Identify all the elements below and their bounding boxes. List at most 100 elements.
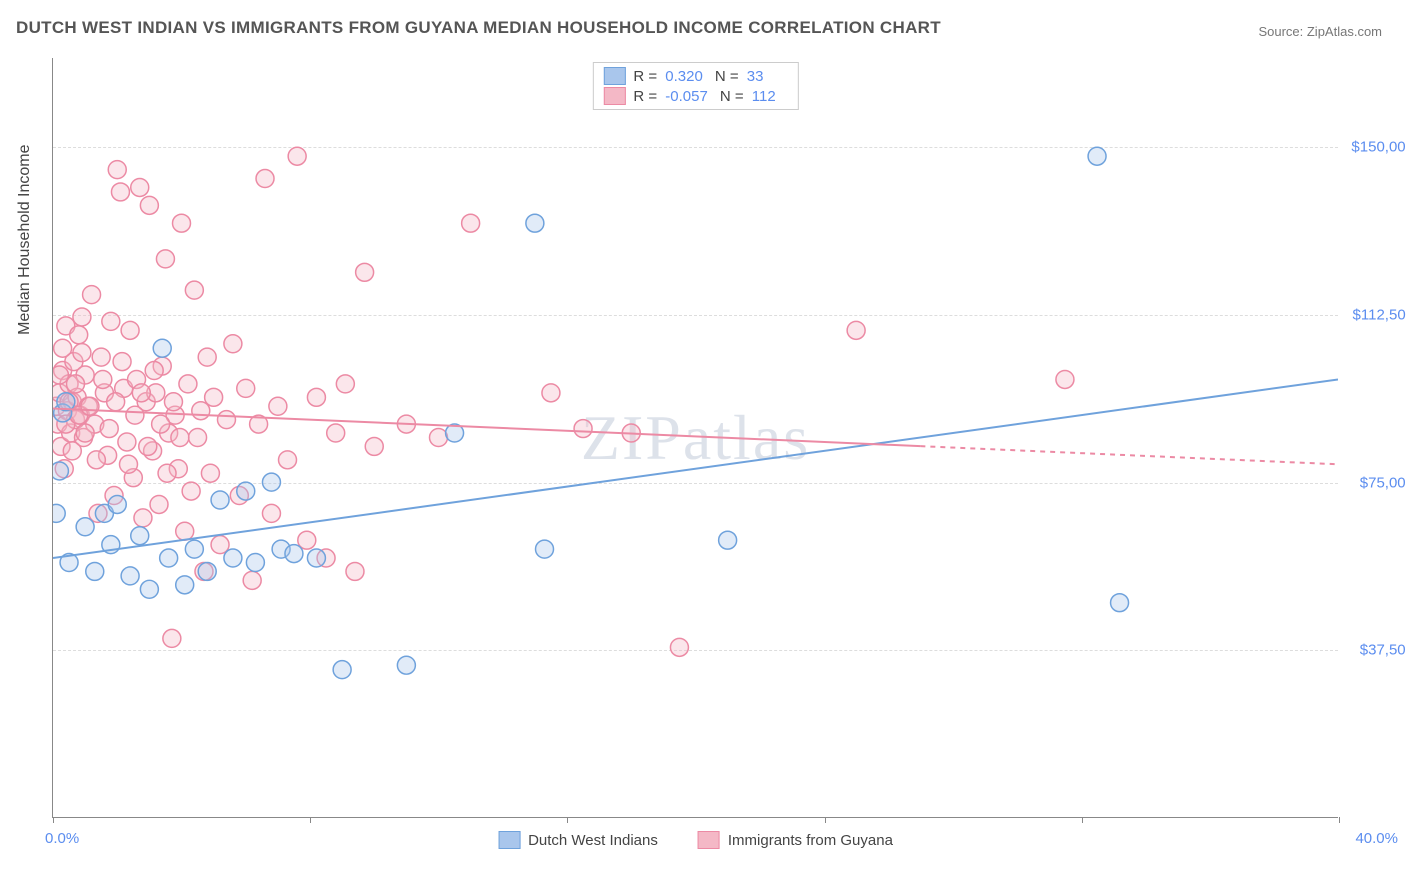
data-point-dutch — [76, 518, 94, 536]
data-point-guyana — [54, 339, 72, 357]
data-point-guyana — [256, 170, 274, 188]
data-point-guyana — [217, 411, 235, 429]
data-point-guyana — [76, 424, 94, 442]
data-point-guyana — [145, 362, 163, 380]
data-point-guyana — [111, 183, 129, 201]
data-point-guyana — [73, 344, 91, 362]
data-point-guyana — [164, 393, 182, 411]
data-point-dutch — [160, 549, 178, 567]
data-point-dutch — [333, 661, 351, 679]
data-point-dutch — [285, 545, 303, 563]
data-point-dutch — [526, 214, 544, 232]
data-point-dutch — [176, 576, 194, 594]
data-point-guyana — [847, 321, 865, 339]
legend-item-guyana: Immigrants from Guyana — [698, 831, 893, 849]
x-tick — [1082, 817, 1083, 823]
x-tick — [825, 817, 826, 823]
legend-item-dutch: Dutch West Indians — [498, 831, 658, 849]
data-point-guyana — [70, 326, 88, 344]
data-point-guyana — [201, 464, 219, 482]
series-legend: Dutch West Indians Immigrants from Guyan… — [498, 831, 893, 849]
data-point-dutch — [185, 540, 203, 558]
chart-title: DUTCH WEST INDIAN VS IMMIGRANTS FROM GUY… — [16, 18, 941, 38]
legend-r-dutch: R = 0.320N = 33 — [633, 68, 775, 85]
data-point-guyana — [66, 375, 84, 393]
data-point-dutch — [397, 656, 415, 674]
data-point-guyana — [139, 437, 157, 455]
y-tick-label: $112,500 — [1353, 307, 1406, 324]
data-point-guyana — [171, 429, 189, 447]
legend-row-guyana: R = -0.057N = 112 — [603, 87, 787, 105]
data-point-guyana — [356, 263, 374, 281]
data-point-guyana — [185, 281, 203, 299]
data-point-dutch — [121, 567, 139, 585]
data-point-guyana — [189, 429, 207, 447]
legend-label-dutch: Dutch West Indians — [528, 832, 658, 849]
data-point-guyana — [179, 375, 197, 393]
data-point-guyana — [126, 406, 144, 424]
data-point-guyana — [205, 388, 223, 406]
data-point-guyana — [262, 504, 280, 522]
source-attribution: Source: ZipAtlas.com — [1258, 24, 1382, 39]
data-point-dutch — [1111, 594, 1129, 612]
data-point-guyana — [87, 451, 105, 469]
data-point-guyana — [462, 214, 480, 232]
data-point-guyana — [121, 321, 139, 339]
x-axis-min-label: 0.0% — [45, 830, 79, 847]
data-point-guyana — [102, 312, 120, 330]
data-point-guyana — [83, 286, 101, 304]
data-point-dutch — [237, 482, 255, 500]
data-point-dutch — [719, 531, 737, 549]
data-point-guyana — [365, 437, 383, 455]
data-point-dutch — [131, 527, 149, 545]
y-tick-label: $75,000 — [1360, 474, 1406, 491]
data-point-dutch — [53, 462, 68, 480]
data-point-guyana — [542, 384, 560, 402]
trendline-ext-guyana — [920, 446, 1338, 464]
data-point-dutch — [536, 540, 554, 558]
data-point-guyana — [198, 348, 216, 366]
data-point-dutch — [108, 495, 126, 513]
data-point-guyana — [173, 214, 191, 232]
x-tick — [567, 817, 568, 823]
y-tick-label: $37,500 — [1360, 642, 1406, 659]
data-point-dutch — [246, 554, 264, 572]
data-point-guyana — [237, 379, 255, 397]
data-point-guyana — [156, 250, 174, 268]
data-point-guyana — [574, 420, 592, 438]
data-point-guyana — [131, 178, 149, 196]
data-point-guyana — [134, 509, 152, 527]
data-point-dutch — [153, 339, 171, 357]
data-point-guyana — [670, 638, 688, 656]
data-point-dutch — [140, 580, 158, 598]
data-point-guyana — [94, 370, 112, 388]
plot-svg — [53, 58, 1338, 817]
x-tick — [1339, 817, 1340, 823]
data-point-dutch — [307, 549, 325, 567]
legend-label-guyana: Immigrants from Guyana — [728, 832, 893, 849]
data-point-guyana — [224, 335, 242, 353]
data-point-guyana — [430, 429, 448, 447]
data-point-guyana — [120, 455, 138, 473]
legend-r-guyana: R = -0.057N = 112 — [633, 88, 787, 105]
data-point-guyana — [182, 482, 200, 500]
legend-swatch-bottom-guyana — [698, 831, 720, 849]
data-point-guyana — [1056, 370, 1074, 388]
plot-area: ZIPatlas R = 0.320N = 33 R = -0.057N = 1… — [52, 58, 1338, 818]
data-point-dutch — [262, 473, 280, 491]
data-point-dutch — [86, 562, 104, 580]
data-point-guyana — [269, 397, 287, 415]
data-point-dutch — [224, 549, 242, 567]
trendline-dutch — [53, 379, 1338, 558]
data-point-dutch — [1088, 147, 1106, 165]
chart-container: DUTCH WEST INDIAN VS IMMIGRANTS FROM GUY… — [0, 0, 1406, 892]
x-tick — [310, 817, 311, 823]
data-point-dutch — [198, 562, 216, 580]
legend-row-dutch: R = 0.320N = 33 — [603, 67, 787, 85]
data-point-guyana — [150, 495, 168, 513]
correlation-legend: R = 0.320N = 33 R = -0.057N = 112 — [592, 62, 798, 110]
x-tick — [53, 817, 54, 823]
data-point-guyana — [176, 522, 194, 540]
data-point-guyana — [140, 196, 158, 214]
data-point-guyana — [346, 562, 364, 580]
